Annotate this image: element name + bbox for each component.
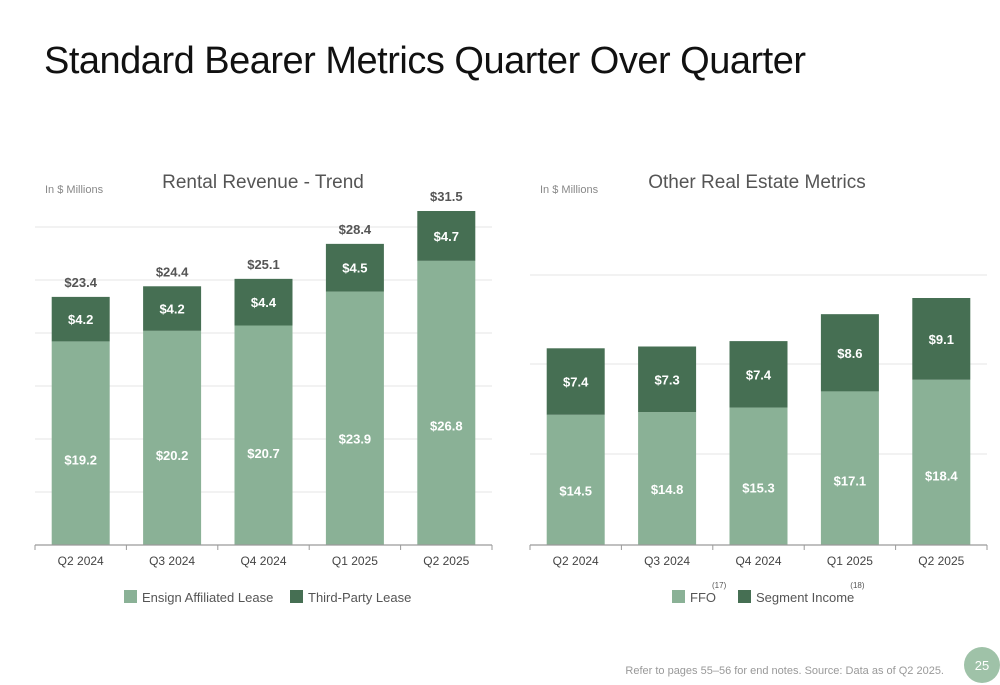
total-label: $31.5 [430,189,463,204]
bar-segment-base [325,291,384,545]
bar-segment-top [325,243,384,292]
chart-title: Other Real Estate Metrics [648,172,866,193]
data-label: $20.7 [247,446,280,461]
data-label: $4.5 [342,261,367,276]
x-tick-label: Q3 2024 [644,554,690,568]
data-label: $15.3 [742,480,775,495]
legend-swatch [672,590,685,603]
unit-note: In $ Millions [540,184,599,196]
legend-label: Ensign Affiliated Lease [142,590,273,605]
x-tick-label: Q2 2024 [58,554,104,568]
bar-segment-base [546,414,605,545]
x-tick-label: Q2 2025 [423,554,469,568]
bar-segment-top [417,211,476,261]
data-label: $17.1 [834,473,867,488]
total-label: $25.1 [247,257,280,272]
other-real-estate-metrics-chart: Other Real Estate Metrics In $ Millions $1… [529,172,988,605]
bar-segment-base [51,341,110,545]
x-tick-label: Q1 2025 [827,554,873,568]
data-label: $14.5 [559,483,592,498]
data-label: $8.6 [837,346,862,361]
legend-footnote: (18) [850,581,865,590]
bar-segment-top [546,348,605,415]
bar-segment-base [234,325,293,545]
bar-segment-top [729,341,788,408]
data-label: $23.9 [339,432,372,447]
x-tick-label: Q1 2025 [332,554,378,568]
bar-segment-base [638,412,697,545]
bar-segment-base [820,391,879,545]
chart-title: Rental Revenue - Trend [162,172,364,193]
legend-swatch [738,590,751,603]
legend-label: FFO [690,590,716,605]
data-label: $7.3 [654,372,679,387]
bar-segment-top [912,298,971,380]
bar-segment-top [820,314,879,392]
data-label: $14.8 [651,482,684,497]
data-label: $26.8 [430,419,463,434]
legend-label: Segment Income [756,590,854,605]
data-label: $19.2 [64,452,97,467]
page-number-badge: 25 [964,647,1000,683]
rental-revenue-chart: Rental Revenue - Trend In $ Millions $19.2… [34,172,493,605]
x-tick-label: Q3 2024 [149,554,195,568]
bar-segment-base [143,330,202,545]
bar-segment-top [638,346,697,413]
bar-segment-base [417,260,476,545]
data-label: $20.2 [156,448,189,463]
bar-segment-top [143,286,202,331]
bar-segment-base [729,407,788,545]
data-label: $4.4 [251,295,277,310]
data-label: $9.1 [929,332,954,347]
x-tick-label: Q4 2024 [735,554,781,568]
bar-segment-top [51,296,110,342]
page-title: Standard Bearer Metrics Quarter Over Qua… [44,40,806,82]
x-tick-label: Q2 2024 [553,554,599,568]
x-tick-label: Q2 2025 [918,554,964,568]
bar-segment-base [912,379,971,545]
data-label: $4.2 [68,312,93,327]
data-label: $7.4 [746,367,772,382]
bar-segment-top [234,278,293,326]
total-label: $28.4 [339,222,372,237]
x-tick-label: Q4 2024 [240,554,286,568]
data-label: $7.4 [563,375,589,390]
data-label: $4.2 [159,302,184,317]
data-label: $18.4 [925,469,958,484]
legend-label: Third-Party Lease [308,590,411,605]
total-label: $23.4 [64,275,97,290]
legend-swatch [124,590,137,603]
footer-note: Refer to pages 55–56 for end notes. Sour… [625,665,944,677]
legend-footnote: (17) [712,581,727,590]
data-label: $4.7 [434,229,459,244]
unit-note: In $ Millions [45,184,104,196]
total-label: $24.4 [156,264,189,279]
legend-swatch [290,590,303,603]
